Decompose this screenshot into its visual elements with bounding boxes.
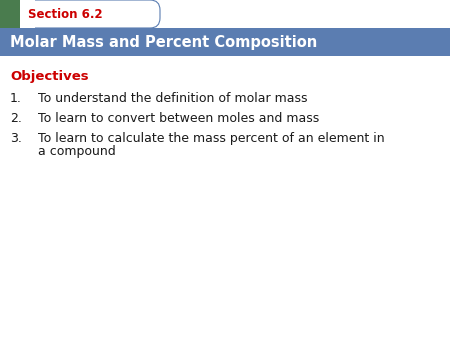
- Text: Section 6.2: Section 6.2: [28, 8, 103, 22]
- Bar: [20, 0, 35, 28]
- Bar: [0, 28, 450, 56]
- Text: a compound: a compound: [38, 145, 116, 158]
- FancyBboxPatch shape: [20, 0, 160, 28]
- Bar: [0, 0, 20, 28]
- Text: 2.: 2.: [10, 112, 22, 125]
- Text: To learn to calculate the mass percent of an element in: To learn to calculate the mass percent o…: [38, 132, 385, 145]
- Text: 1.: 1.: [10, 92, 22, 105]
- Text: Molar Mass and Percent Composition: Molar Mass and Percent Composition: [10, 35, 317, 50]
- Text: 3.: 3.: [10, 132, 22, 145]
- Text: Objectives: Objectives: [10, 70, 89, 83]
- Text: To understand the definition of molar mass: To understand the definition of molar ma…: [38, 92, 307, 105]
- Text: To learn to convert between moles and mass: To learn to convert between moles and ma…: [38, 112, 319, 125]
